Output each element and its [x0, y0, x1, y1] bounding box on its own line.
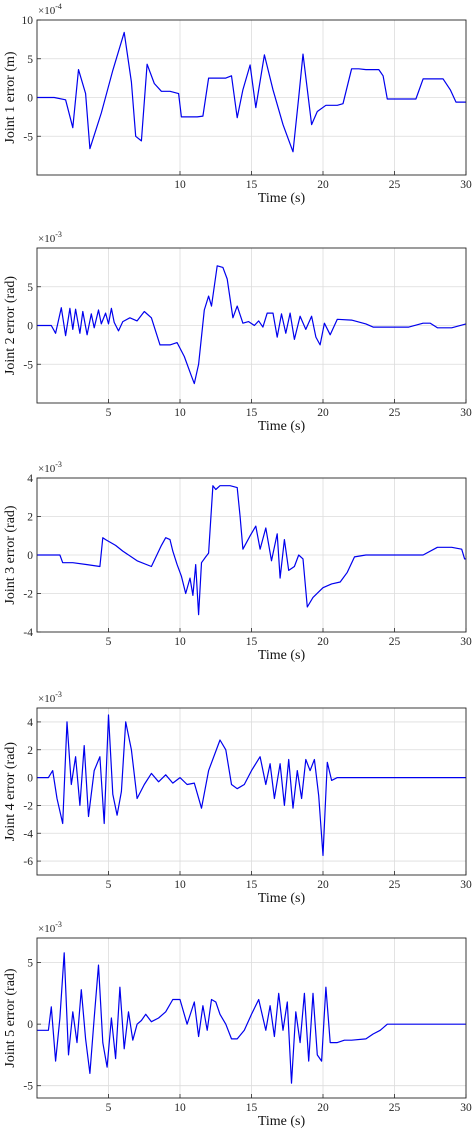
- axes-box: [36, 707, 467, 876]
- y-exponent-label: ×10-4: [38, 2, 62, 17]
- axes-box: [36, 247, 467, 404]
- x-tick-label: 5: [106, 1102, 112, 1114]
- x-tick-label: 20: [317, 407, 329, 419]
- y-tick-label: 5: [27, 958, 33, 970]
- subplot-1: 10 15 20 25 30 -5 0 5 10 ×10-4 Time (s) Joint 1 err…: [3, 2, 472, 206]
- y-tick-label: 4: [27, 717, 33, 729]
- y-axis-label: Joint 5 error (rad): [3, 968, 18, 1067]
- series-line-1: [37, 952, 466, 1084]
- y-tick-label: 0: [27, 1019, 33, 1031]
- y-tick-label: -5: [23, 1081, 33, 1093]
- x-tick-label: 15: [246, 179, 258, 191]
- y-tick-label: -2: [23, 589, 33, 601]
- y-tick-label: -5: [23, 131, 33, 143]
- y-tick-label: 5: [27, 54, 33, 66]
- y-tick-label: 2: [27, 512, 33, 524]
- y-axis-label: Joint 2 error (rad): [3, 276, 18, 375]
- subplot-3: 5 10 15 20 25 30 -4 -2 0 2 4 ×10-3 Time (s) Joint 3 e…: [3, 460, 472, 663]
- axes-box: [36, 477, 467, 633]
- series-line-1: [37, 265, 467, 385]
- x-tick-label: 10: [174, 879, 186, 891]
- x-tick-label: 20: [317, 879, 329, 891]
- axes-box: [36, 19, 467, 176]
- x-tick-label: 30: [460, 879, 472, 891]
- subplot-5: 5 10 15 20 25 30 -5 0 5 ×10-3 Time (s) Joint 5 erro…: [3, 920, 472, 1129]
- y-tick-label: -5: [23, 359, 33, 371]
- y-tick-label: -2: [23, 800, 33, 812]
- x-axis-label: Time (s): [258, 648, 306, 663]
- x-tick-label: 20: [317, 1102, 329, 1114]
- x-tick-label: 5: [106, 407, 112, 419]
- y-tick-label: 5: [27, 282, 33, 294]
- x-tick-label: 15: [246, 636, 258, 648]
- y-tick-label: 0: [27, 93, 33, 105]
- subplot-2: 5 10 15 20 25 30 -5 0 5 ×10-3 Time (s) Joint 2 erro…: [3, 230, 472, 434]
- y-exponent-label: ×10-3: [38, 690, 62, 705]
- x-tick-label: 30: [460, 407, 472, 419]
- y-tick-label: -6: [23, 856, 33, 868]
- x-tick-label: 25: [389, 1102, 401, 1114]
- x-tick-label: 15: [246, 407, 258, 419]
- x-tick-label: 25: [389, 179, 401, 191]
- y-tick-label: 0: [27, 773, 33, 785]
- y-tick-label: 4: [27, 473, 33, 485]
- y-exponent-label: ×10-3: [38, 230, 62, 245]
- y-axis-label: Joint 3 error (rad): [3, 505, 18, 604]
- x-tick-label: 10: [174, 179, 186, 191]
- series-line-1: [37, 31, 466, 153]
- x-axis-label: Time (s): [258, 891, 306, 906]
- y-tick-label: -4: [23, 627, 33, 639]
- x-tick-label: 5: [106, 636, 112, 648]
- x-tick-label: 20: [317, 636, 329, 648]
- x-tick-label: 25: [389, 879, 401, 891]
- x-tick-label: 30: [460, 179, 472, 191]
- y-tick-label: 0: [27, 550, 33, 562]
- y-tick-label: 10: [22, 15, 34, 27]
- y-axis-label: Joint 4 error (rad): [3, 742, 18, 841]
- x-tick-label: 10: [174, 636, 186, 648]
- x-tick-label: 10: [174, 1102, 186, 1114]
- y-exponent-label: ×10-3: [38, 460, 62, 475]
- x-tick-label: 30: [460, 636, 472, 648]
- y-tick-label: 2: [27, 745, 33, 757]
- y-tick-label: -4: [23, 828, 33, 840]
- series-line-1: [37, 485, 466, 616]
- axes-box: [36, 937, 467, 1099]
- y-exponent-label: ×10-3: [38, 920, 62, 935]
- x-tick-label: 25: [389, 636, 401, 648]
- x-tick-label: 25: [389, 407, 401, 419]
- x-tick-label: 15: [246, 879, 258, 891]
- x-axis-label: Time (s): [258, 191, 306, 206]
- x-tick-label: 5: [106, 879, 112, 891]
- x-tick-label: 10: [174, 407, 186, 419]
- x-tick-label: 15: [246, 1102, 258, 1114]
- y-tick-label: 0: [27, 321, 33, 333]
- x-axis-label: Time (s): [258, 1114, 306, 1129]
- y-axis-label: Joint 1 error (m): [3, 51, 18, 143]
- series-line-1: [37, 714, 466, 857]
- subplot-4: 5 10 15 20 25 30 -6 -4 -2 0 2 4 ×10-3 Time (s) Joint 4…: [3, 690, 472, 906]
- x-tick-label: 20: [317, 179, 329, 191]
- x-axis-label: Time (s): [258, 419, 306, 434]
- x-tick-label: 30: [460, 1102, 472, 1114]
